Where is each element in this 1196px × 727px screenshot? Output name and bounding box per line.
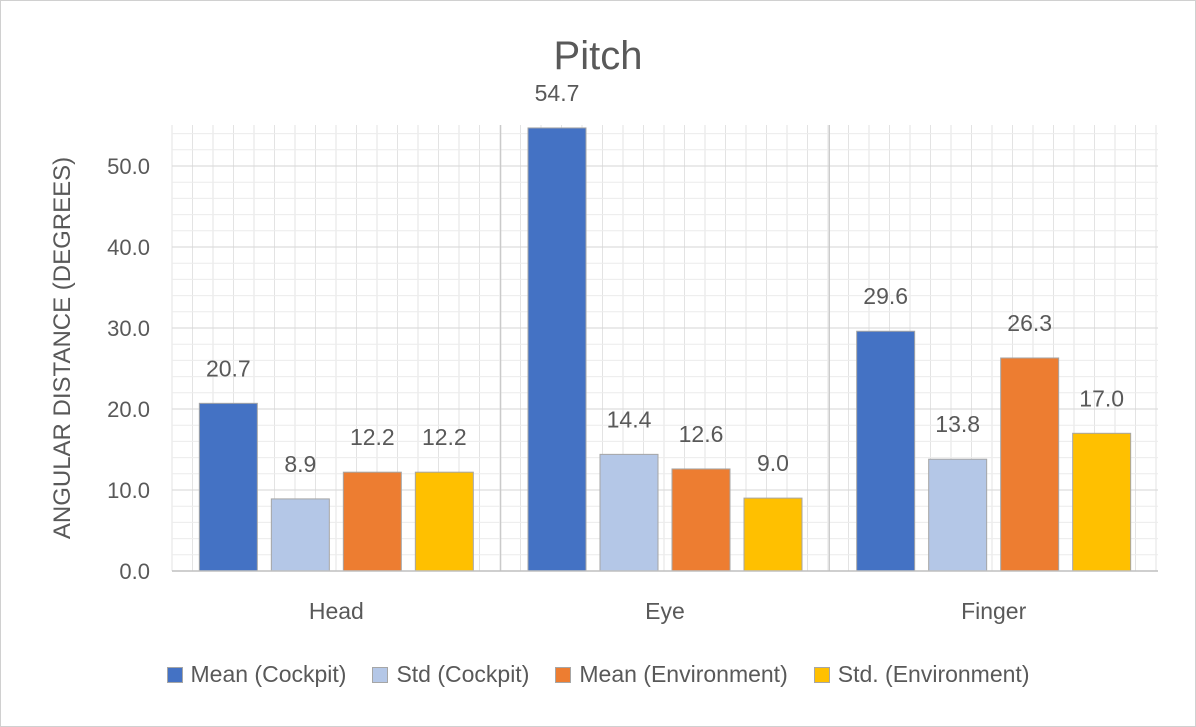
legend-item: Std (Cockpit) (372, 661, 529, 688)
bar (270, 498, 330, 572)
bar (928, 458, 988, 572)
y-tick-label: 40.0 (107, 235, 150, 260)
legend-item: Std. (Environment) (813, 661, 1030, 688)
bar (671, 468, 731, 572)
legend-swatch (555, 666, 572, 683)
bar (527, 127, 587, 572)
legend-swatch (372, 666, 389, 683)
legend-swatch (813, 666, 830, 683)
data-label: 12.2 (350, 424, 395, 450)
bar (599, 453, 659, 572)
x-category-label: Finger (961, 598, 1027, 624)
bar (342, 471, 402, 572)
data-label: 12.2 (422, 424, 467, 450)
legend-item: Mean (Environment) (555, 661, 788, 688)
bar (856, 330, 916, 572)
legend-swatch (166, 666, 183, 683)
bar (1072, 432, 1132, 572)
chart-title: Pitch (553, 34, 643, 78)
data-label: 12.6 (679, 421, 724, 447)
legend-label: Mean (Environment) (579, 661, 788, 687)
x-category-label: Eye (645, 598, 685, 624)
legend-label: Std (Cockpit) (396, 661, 530, 687)
y-tick-label: 20.0 (107, 397, 150, 422)
bar (198, 402, 258, 572)
data-label: 20.7 (206, 355, 251, 381)
bar (743, 497, 803, 572)
data-label: 8.9 (284, 451, 316, 477)
data-label: 13.8 (935, 411, 980, 437)
y-tick-label: 50.0 (107, 154, 150, 179)
legend: Mean (Cockpit) Std (Cockpit) Mean (Environ… (0, 661, 1196, 688)
legend-item: Mean (Cockpit) (166, 661, 347, 688)
data-label: 29.6 (863, 283, 908, 309)
axes: 0.0 10.0 20.0 30.0 40.0 50.0 Head Eye Finger (107, 125, 1158, 624)
y-tick-label: 0.0 (119, 559, 150, 584)
data-label: 26.3 (1007, 310, 1052, 336)
data-label: 9.0 (757, 450, 789, 476)
x-category-label: Head (309, 598, 364, 624)
data-label: 54.7 (535, 80, 580, 106)
data-labels: 20.7 8.9 12.2 12.2 54.7 14.4 12.6 9.0 29.6 13.8 26… (206, 80, 1124, 477)
legend-label: Mean (Cockpit) (190, 661, 347, 687)
bar (414, 471, 474, 572)
bar (1000, 357, 1060, 572)
y-tick-label: 10.0 (107, 478, 150, 503)
legend-label: Std. (Environment) (837, 661, 1030, 687)
bars (198, 127, 1132, 572)
y-tick-label: 30.0 (107, 316, 150, 341)
data-label: 17.0 (1079, 385, 1124, 411)
data-label: 14.4 (607, 406, 652, 432)
